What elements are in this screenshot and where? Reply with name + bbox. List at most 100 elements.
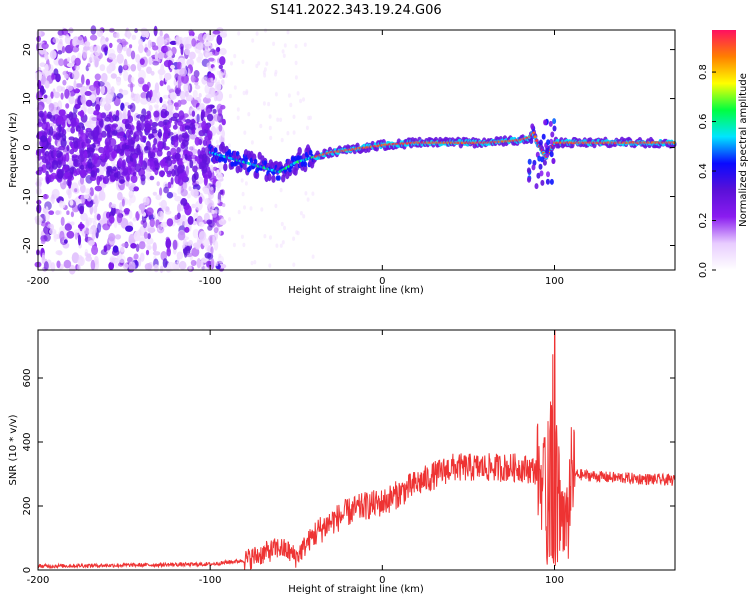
spectrogram-cell: [201, 153, 208, 164]
spectrogram-cell: [279, 243, 283, 248]
spectrogram-cell: [181, 139, 189, 147]
spectrogram-cell: [178, 110, 185, 120]
spectrogram-cell: [217, 79, 221, 85]
spectrogram-cell: [51, 72, 55, 81]
spectrogram-cell: [260, 207, 264, 212]
spectrogram-cell: [157, 224, 163, 232]
spectrogram-cell: [188, 51, 196, 60]
spectrogram-cell: [241, 59, 245, 64]
spectrogram-cell: [175, 152, 180, 162]
spectrogram-cell: [81, 74, 85, 85]
spectrogram-cell: [531, 164, 536, 171]
spectrogram-cell: [190, 188, 198, 197]
spectrogram-cell: [211, 209, 215, 215]
spectrogram-cell: [282, 53, 286, 58]
spectrogram-cell: [201, 147, 206, 153]
spectrogram-cell: [57, 50, 63, 55]
spectrogram-cell: [66, 62, 75, 68]
spectrogram-cell: [147, 233, 151, 240]
spectrogram-cell: [71, 117, 77, 128]
spectrogram-cell: [142, 84, 150, 93]
spectrogram-cell: [74, 232, 78, 240]
spectrogram-cell: [198, 93, 202, 98]
spectrogram-cell: [85, 255, 93, 262]
spectrogram-cell: [79, 221, 83, 232]
spectrogram-cell: [152, 60, 160, 66]
spectrogram-cell: [58, 145, 66, 151]
spectrogram-cell: [308, 149, 313, 156]
spectrogram-cell: [57, 132, 64, 138]
spectrogram-cell: [125, 123, 132, 130]
spectrogram-cell: [124, 102, 130, 107]
spectrogram-cell: [149, 175, 155, 181]
spectrogram-cell: [174, 214, 179, 220]
spectrogram-cell: [302, 214, 306, 219]
spectrogram-cell: [222, 203, 226, 208]
spectrogram-cell: [103, 102, 112, 112]
spectrogram-y-tick-label: 0: [22, 144, 33, 150]
spectrogram-cell: [62, 79, 67, 86]
spectrogram-cell: [73, 170, 78, 177]
spectrogram-cell: [88, 130, 95, 140]
spectrogram-cell: [72, 38, 77, 47]
spectrogram-cell: [176, 256, 180, 264]
spectrogram-cell: [126, 30, 131, 40]
spectrogram-cell: [152, 143, 156, 151]
snr-y-ticks: 0 200 400 600: [22, 368, 675, 573]
spectrogram-cell: [543, 119, 548, 126]
spectrogram-cell: [219, 56, 226, 66]
spectrogram-cell: [188, 29, 194, 35]
spectrogram-cell: [137, 77, 145, 85]
spectrogram-cell: [538, 139, 543, 146]
spectrogram-cell: [95, 85, 101, 96]
spectrogram-cell: [180, 204, 184, 212]
spectrogram-cell: [94, 73, 102, 81]
spectrogram-cell: [247, 112, 251, 117]
spectrogram-cell: [163, 46, 172, 52]
spectrogram-cell: [109, 42, 113, 49]
spectrogram-cell: [236, 115, 240, 121]
spectrogram-cell: [218, 163, 224, 170]
spectrogram-cell: [529, 138, 534, 144]
spectrogram-cell: [240, 234, 244, 239]
spectrogram-cell: [192, 89, 198, 99]
spectrogram-cell: [159, 30, 163, 37]
spectrogram-cell: [148, 104, 153, 112]
spectrogram-cell: [36, 199, 42, 205]
spectrogram-cell: [306, 197, 310, 202]
spectrogram-cell: [232, 242, 236, 248]
spectrogram-cell: [242, 90, 246, 96]
spectrogram-cell: [79, 109, 85, 118]
spectrogram-cell: [43, 261, 49, 271]
spectrogram-cell: [539, 170, 544, 177]
spectrogram-cell: [42, 194, 49, 200]
spectrogram-cell: [125, 225, 134, 232]
spectrogram-cell: [95, 104, 101, 112]
spectrogram-cell: [133, 186, 139, 192]
spectrogram-y-tick-label: 10: [22, 92, 33, 105]
spectrogram-cell: [546, 139, 551, 146]
spectrogram-cell: [74, 155, 80, 160]
spectrogram-cell: [56, 85, 63, 92]
spectrogram-cell: [89, 34, 98, 41]
spectrogram-cell: [80, 132, 87, 142]
spectrogram-cell: [84, 41, 91, 47]
spectrogram-cell: [57, 30, 64, 36]
spectrogram-cell: [146, 66, 152, 74]
spectrogram-cell: [157, 68, 166, 76]
spectrogram-cell: [164, 110, 170, 117]
spectrogram-x-tick-label: 0: [379, 276, 385, 287]
spectrogram-cell: [122, 107, 127, 119]
spectrogram-cell: [86, 253, 92, 258]
spectrogram-cell: [35, 217, 42, 226]
spectrogram-cell: [110, 73, 117, 79]
spectrogram-cell: [134, 147, 142, 156]
spectrogram-cell: [212, 30, 221, 35]
spectrogram-cell: [549, 138, 554, 145]
spectrogram-cell: [214, 43, 219, 48]
spectrogram-cell: [164, 210, 172, 215]
spectrogram-cell: [220, 104, 226, 110]
spectrogram-cell: [179, 43, 184, 50]
spectrogram-cell: [191, 110, 196, 117]
spectrogram-cell: [130, 76, 135, 83]
